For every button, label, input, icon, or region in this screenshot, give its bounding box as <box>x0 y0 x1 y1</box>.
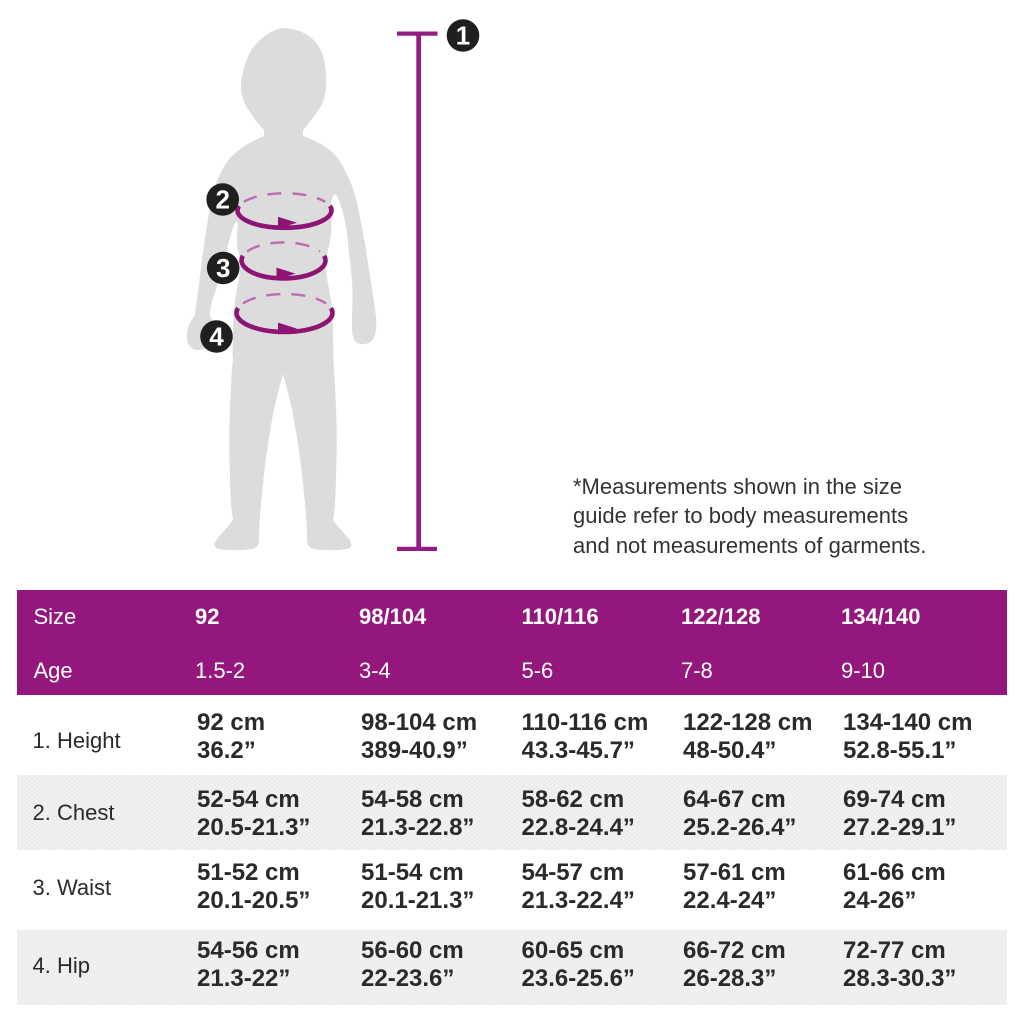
svg-text:3: 3 <box>216 253 230 283</box>
svg-text:1: 1 <box>456 21 470 51</box>
svg-text:2: 2 <box>215 185 229 215</box>
svg-text:4: 4 <box>209 322 224 352</box>
